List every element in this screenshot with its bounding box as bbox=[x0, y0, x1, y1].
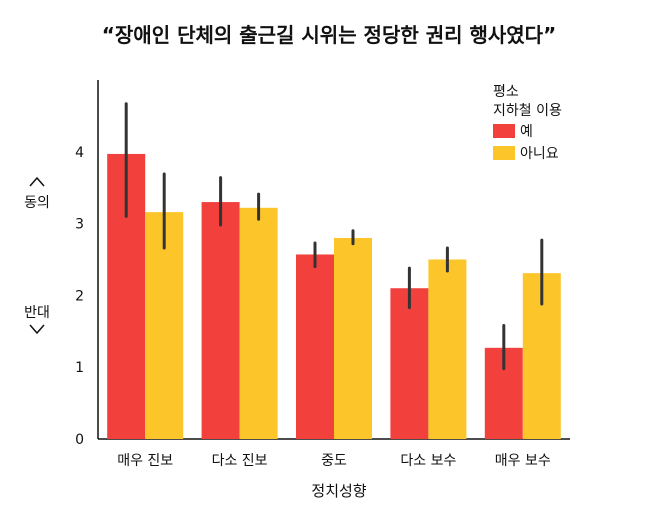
legend: 평소 지하철 이용 예 아니요 bbox=[493, 84, 562, 162]
legend-title-line-1: 평소 bbox=[493, 84, 519, 100]
bar bbox=[390, 288, 429, 439]
legend-swatch-no bbox=[493, 146, 515, 160]
category-labels: 매우 진보 다소 진보 중도 다소 보수 매우 보수 bbox=[117, 453, 551, 469]
x-tick-label: 다소 진보 bbox=[212, 453, 268, 469]
y-axis-annotation-disagree: 반대 bbox=[24, 305, 50, 335]
y-axis-annotation-agree: 동의 bbox=[24, 176, 50, 211]
y-tick-label: 4 bbox=[75, 145, 84, 161]
bar bbox=[201, 202, 240, 439]
legend-title-line-2: 지하철 이용 bbox=[493, 103, 562, 119]
plot-area: 0 1 2 3 4 매우 진보 다소 진보 중도 다소 보수 매우 보수 bbox=[75, 80, 570, 469]
bar bbox=[334, 237, 372, 439]
y-tick-label: 3 bbox=[75, 217, 84, 233]
bar bbox=[296, 254, 334, 439]
y-label-agree: 동의 bbox=[24, 195, 50, 211]
bar bbox=[239, 207, 278, 439]
y-tick-label: 0 bbox=[75, 432, 84, 448]
bar bbox=[145, 212, 184, 439]
chart-title: “장애인 단체의 출근길 시위는 정당한 권리 행사였다” bbox=[102, 23, 556, 47]
y-ticks: 0 1 2 3 4 bbox=[75, 145, 84, 448]
y-tick-label: 1 bbox=[75, 360, 84, 376]
x-tick-label: 중도 bbox=[321, 453, 347, 469]
chevron-up-icon bbox=[29, 176, 45, 187]
legend-swatch-yes bbox=[493, 124, 515, 138]
y-tick-label: 2 bbox=[75, 288, 84, 304]
chevron-down-icon bbox=[29, 324, 45, 335]
x-tick-label: 다소 보수 bbox=[400, 453, 456, 469]
y-label-disagree: 반대 bbox=[24, 305, 50, 321]
legend-label-no: 아니요 bbox=[520, 146, 559, 162]
error-bars bbox=[124, 102, 544, 371]
bars bbox=[107, 153, 561, 440]
bar bbox=[428, 259, 467, 439]
legend-label-yes: 예 bbox=[520, 124, 533, 140]
x-tick-label: 매우 보수 bbox=[495, 453, 551, 469]
x-tick-label: 매우 진보 bbox=[117, 453, 173, 469]
x-axis-label: 정치성향 bbox=[311, 482, 366, 500]
